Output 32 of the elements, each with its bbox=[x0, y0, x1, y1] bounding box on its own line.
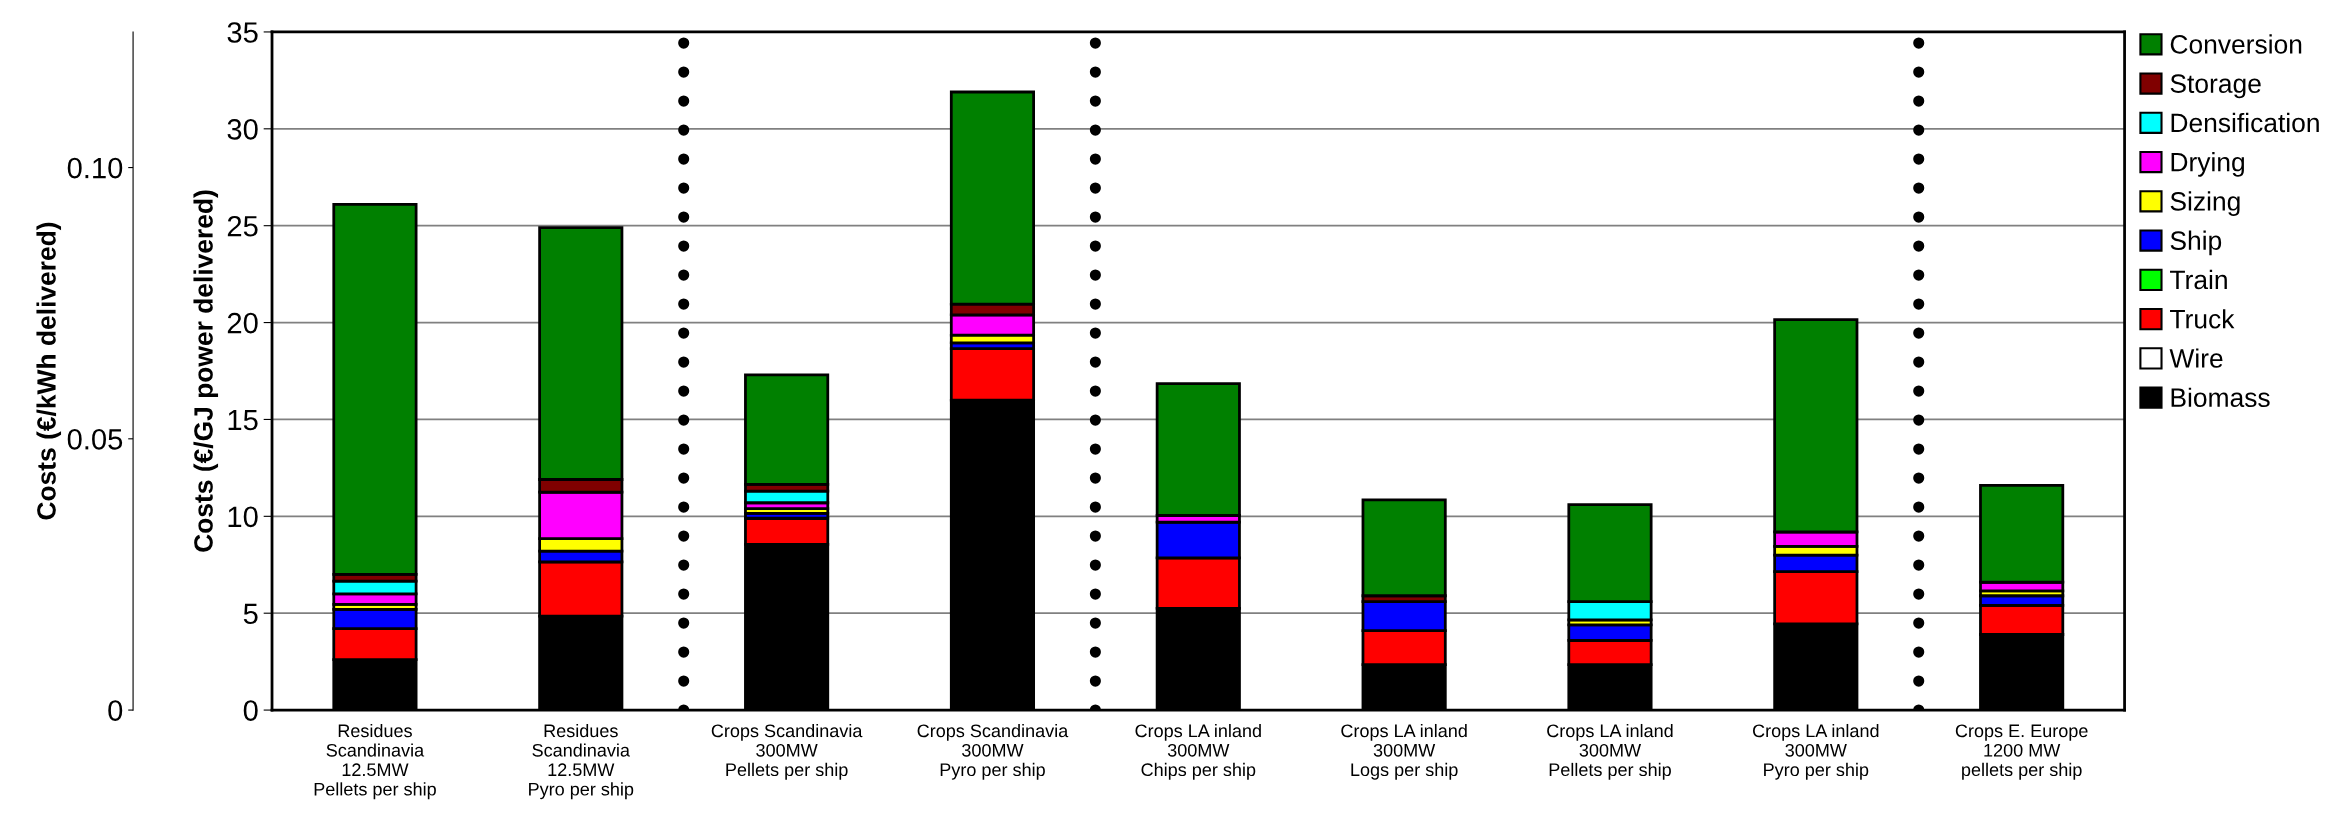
y-axis-title: Costs (€/GJ power delivered) bbox=[193, 190, 219, 552]
y-tick-label: 15 bbox=[228, 409, 258, 431]
legend-label: Densification bbox=[2171, 112, 2319, 133]
x-tick-label: Crops LA inland 300MW Logs per ship bbox=[1341, 723, 1467, 780]
legend-label: Wire bbox=[2169, 348, 2223, 368]
y-tick-label: 35 bbox=[227, 22, 258, 43]
x-tick-label: Crops Scandinavia 300MW Pellets per ship bbox=[711, 723, 863, 780]
y-tick-label: 5 bbox=[243, 603, 258, 625]
legend-label: Ship bbox=[2170, 230, 2222, 256]
y2-axis-title: Costs (€/kWh delivered) bbox=[36, 222, 62, 520]
legend-label: Conversion bbox=[2170, 34, 2302, 54]
legend-label: Drying bbox=[2171, 152, 2244, 177]
x-tick-label: Crops LA inland 300MW Chips per ship bbox=[1135, 723, 1261, 780]
legend-label: Storage bbox=[2170, 74, 2261, 99]
x-tick-label: Residues Scandinavia 12.5MW Pellets per ship bbox=[314, 723, 436, 800]
y2-tick-label: 0.05 bbox=[67, 429, 123, 450]
y-tick-label: 20 bbox=[227, 312, 258, 334]
y-tick-label: 0 bbox=[243, 700, 258, 721]
y2-tick-label: 0.10 bbox=[67, 157, 123, 179]
x-tick-label: Crops E. Europe 1200 MW pellets per ship bbox=[1955, 724, 2088, 780]
legend-label: Truck bbox=[2170, 309, 2235, 329]
x-tick-label: Residues Scandinavia 12.5MW Pyro per ship bbox=[529, 723, 634, 800]
legend-label: Biomass bbox=[2171, 387, 2270, 408]
legend-label: Train bbox=[2170, 269, 2227, 290]
legend-label: Sizing bbox=[2170, 191, 2240, 216]
y2-tick-label: 0 bbox=[108, 700, 123, 721]
x-tick-label: Crops Scandinavia 300MW Pyro per ship bbox=[917, 723, 1069, 780]
y-tick-label: 30 bbox=[227, 119, 258, 140]
x-tick-label: Crops LA inland 300MW Pellets per ship bbox=[1547, 723, 1673, 780]
y-tick-label: 25 bbox=[227, 215, 258, 237]
x-tick-label: Crops LA inland 300MW Pyro per ship bbox=[1752, 723, 1879, 780]
y-tick-label: 10 bbox=[228, 506, 258, 528]
